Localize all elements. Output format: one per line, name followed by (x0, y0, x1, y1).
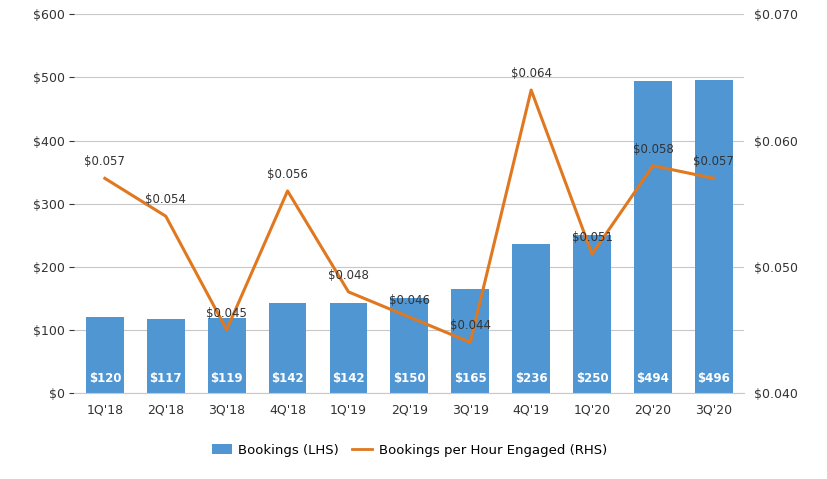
Bar (330, 303, 367, 393)
Legend: Bookings (LHS), Bookings per Hour Engaged (RHS): Bookings (LHS), Bookings per Hour Engage… (207, 438, 612, 462)
Bar (573, 235, 611, 393)
Text: $496: $496 (697, 372, 730, 385)
Text: $150: $150 (393, 372, 426, 385)
Text: $0.054: $0.054 (146, 193, 186, 206)
Text: $0.045: $0.045 (206, 307, 247, 319)
Text: $0.046: $0.046 (389, 294, 430, 307)
Bar (634, 81, 672, 393)
Bar (208, 318, 246, 393)
Bar (86, 317, 124, 393)
Text: $0.048: $0.048 (328, 269, 369, 282)
Text: $0.051: $0.051 (571, 231, 613, 244)
Text: $142: $142 (271, 372, 304, 385)
Text: $494: $494 (637, 372, 669, 385)
Text: $0.056: $0.056 (267, 168, 308, 181)
Bar (269, 303, 307, 393)
Text: $120: $120 (88, 372, 121, 385)
Text: $0.044: $0.044 (450, 319, 490, 332)
Bar (147, 319, 184, 393)
Text: $142: $142 (332, 372, 365, 385)
Text: $236: $236 (515, 372, 547, 385)
Text: $119: $119 (210, 372, 243, 385)
Text: $0.057: $0.057 (693, 155, 734, 168)
Text: $0.057: $0.057 (84, 155, 126, 168)
Bar (452, 289, 489, 393)
Text: $0.064: $0.064 (510, 67, 552, 80)
Text: $250: $250 (576, 372, 609, 385)
Bar (695, 80, 733, 393)
Bar (512, 244, 550, 393)
Text: $165: $165 (454, 372, 486, 385)
Bar (390, 298, 428, 393)
Text: $117: $117 (150, 372, 182, 385)
Text: $0.058: $0.058 (633, 143, 673, 156)
